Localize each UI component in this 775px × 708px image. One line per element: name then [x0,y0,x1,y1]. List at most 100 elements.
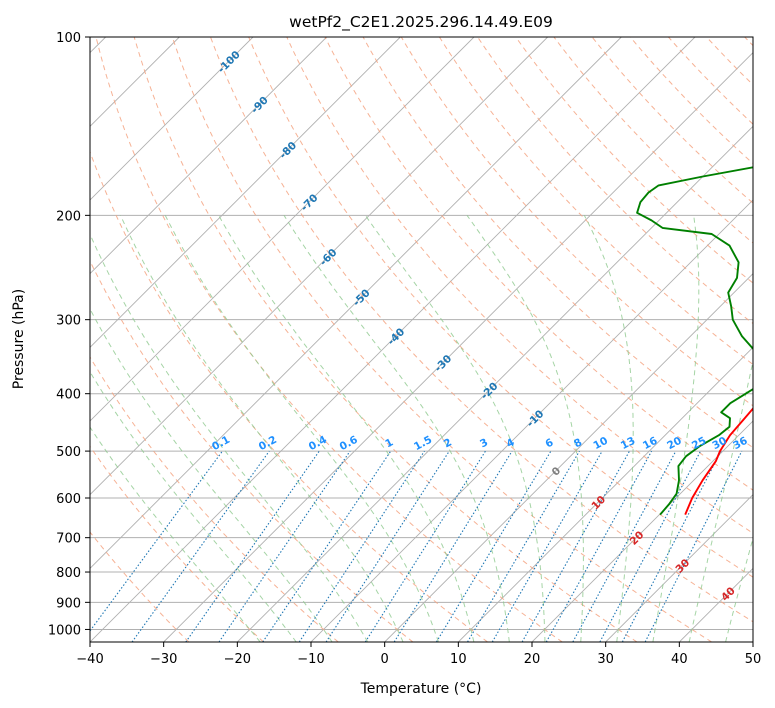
isotherm [163,52,753,642]
moist-adiabat [688,358,753,642]
y-axis: 100 200 300 400 500 600 700 800 900 1000 [48,31,90,638]
moist-adiabat [218,215,475,642]
y-tick-label: 100 [56,31,81,46]
moist-adiabat [466,215,584,642]
dry-adiabat [477,37,753,325]
mixing-ratio-label: 20 [665,435,684,452]
mixing-ratio-line [325,450,450,642]
moist-adiabat [725,536,753,642]
y-axis-label: Pressure (hPa) [11,289,27,389]
temperature-profile [684,407,753,515]
dry-adiabat [90,259,414,642]
dry-adiabat [90,531,190,642]
dry-adiabat-label: -90 [249,94,271,116]
dry-adiabat-label: 10 [589,494,608,513]
dry-adiabat-label: -50 [351,287,373,309]
profiles [636,166,753,516]
dry-adiabat [591,37,753,204]
mixing-ratio-line [521,450,630,642]
dry-adiabat-label: 20 [628,529,647,548]
mixing-ratio-line [262,450,392,642]
background-lines [90,37,753,642]
mixing-ratio-label: 6 [543,436,555,450]
moist-adiabat [164,215,439,642]
mixing-ratio-line [599,450,702,642]
isotherm [90,37,401,348]
mixing-ratio-label: 0.4 [307,434,329,453]
mixing-ratio-line [90,450,223,632]
isotherm [384,273,753,642]
dry-adiabat-label: -60 [318,247,340,269]
x-tick-label: −40 [76,652,103,667]
y-tick-label: 800 [56,566,81,581]
dry-adiabat-label: 0 [550,465,564,479]
moist-adiabat [90,232,369,642]
moist-adiabat [90,308,333,642]
moist-adiabat [120,215,404,642]
isotherm [90,37,475,422]
isotherm [605,494,753,642]
dry-adiabat [90,356,339,642]
chart-title: wetPf2_C2E1.2025.296.14.49.E09 [289,13,553,32]
x-tick-label: 10 [450,652,467,667]
mixing-ratio-line [185,450,320,642]
isotherm [90,37,696,642]
x-tick-label: 40 [671,652,688,667]
isotherm [531,420,753,642]
y-tick-label: 300 [56,314,81,329]
mixing-ratio-label: 0.6 [338,434,360,453]
moist-adiabat [90,370,297,642]
dewpoint-profile [636,166,753,516]
dry-adiabat [706,37,753,86]
dry-adiabat [90,150,488,642]
dry-adiabat [553,37,753,244]
dry-adiabat-label: -20 [479,380,501,402]
isotherm [90,37,622,569]
y-tick-label: 600 [56,492,81,507]
mixing-ratio-line [621,450,722,642]
mixing-ratio-line [393,450,513,642]
dry-adiabat [90,445,264,642]
dry-adiabat-label: -10 [525,408,547,430]
x-axis-label: Temperature (°C) [360,681,482,697]
mixing-ratio-label: 0.2 [257,434,279,453]
dry-adiabat [171,37,712,642]
isotherm [458,346,753,642]
moist-adiabat [652,215,700,642]
moist-adiabat [90,426,261,642]
isotherm [679,567,753,642]
x-tick-label: −30 [150,652,177,667]
mixing-ratio-label: 16 [641,435,660,452]
dry-adiabat [95,37,563,642]
isotherm [90,37,327,275]
dry-adiabat-label: -30 [432,353,454,375]
x-tick-label: −20 [224,652,251,667]
x-axis: −40 −30 −20 −10 0 10 20 30 40 50 [76,642,761,667]
y-tick-label: 900 [56,596,81,611]
mixing-ratio-label: 1 [383,436,395,450]
mixing-ratio-label: 36 [731,435,750,452]
isotherm [90,37,254,201]
y-tick-label: 700 [56,532,81,547]
x-tick-label: −10 [297,652,324,667]
mixing-ratio-label: 25 [690,435,709,452]
dry-adiabat [210,37,753,623]
mixing-ratio-line [218,450,351,642]
isotherm [237,125,753,642]
x-tick-label: 20 [524,652,541,667]
dry-adiabat [400,37,753,407]
dry-adiabat [133,37,638,642]
isotherm [310,199,753,642]
mixing-ratio-line [131,450,270,642]
mixing-ratio-line [572,450,677,642]
dry-adiabat-label: 40 [719,585,738,604]
isotherm [90,37,548,496]
mixing-ratio-label: 0.1 [210,434,232,453]
y-tick-label: 1000 [48,623,81,638]
dry-adiabat [248,37,753,578]
y-tick-label: 500 [56,445,81,460]
mixing-ratio-line [644,450,743,642]
mixing-ratio-label: 10 [591,435,610,452]
moist-adiabat [283,215,510,642]
